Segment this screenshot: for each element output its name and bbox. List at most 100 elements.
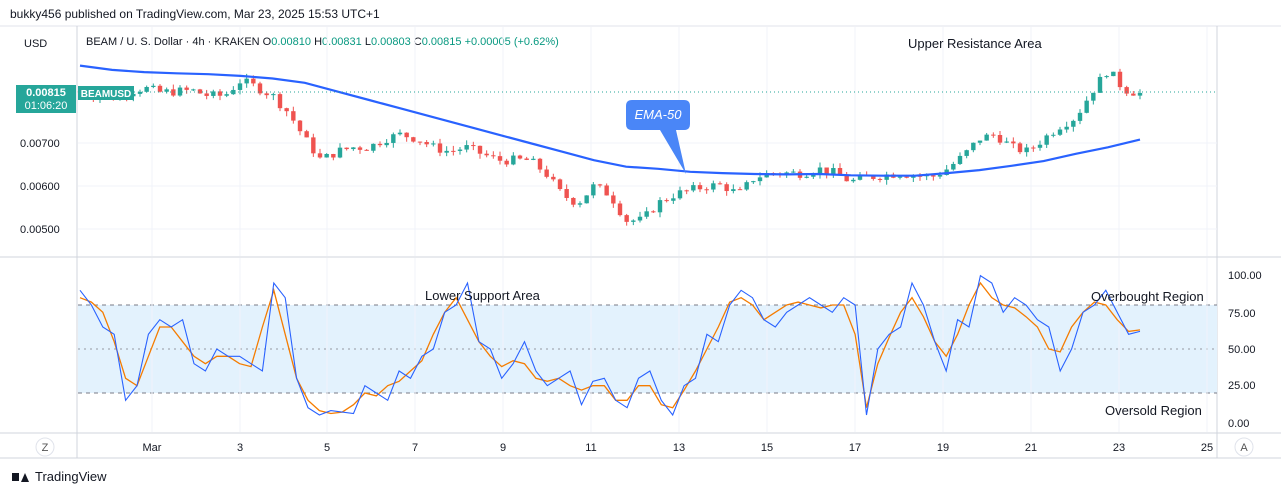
z-button[interactable] bbox=[35, 437, 55, 457]
candle-body bbox=[1097, 76, 1103, 93]
candle-body bbox=[557, 179, 563, 190]
candle-body bbox=[884, 174, 889, 180]
candle-body bbox=[164, 89, 169, 92]
currency-label[interactable]: USD bbox=[24, 38, 48, 50]
price-tick: 0.00600 bbox=[20, 181, 60, 193]
price-tick: 0.00500 bbox=[20, 224, 60, 236]
candle-body bbox=[991, 134, 996, 136]
candle-body bbox=[877, 178, 883, 180]
candle-body bbox=[897, 176, 903, 178]
stoch-tick: 100.00 bbox=[1228, 270, 1262, 282]
ema50-line bbox=[79, 64, 1141, 177]
candle-body bbox=[224, 94, 229, 96]
time-tick: 23 bbox=[1113, 442, 1125, 454]
time-tick: 11 bbox=[585, 442, 596, 454]
candle-body bbox=[284, 108, 289, 112]
candle-body bbox=[717, 183, 723, 185]
stoch-tick: 75.00 bbox=[1228, 308, 1256, 320]
price-tag-price: 0.00815 bbox=[26, 87, 66, 99]
candle-body bbox=[577, 203, 583, 205]
candle-body bbox=[1131, 93, 1136, 96]
time-tick: 3 bbox=[237, 442, 243, 454]
candle-body bbox=[324, 153, 329, 158]
candle-body bbox=[757, 177, 763, 182]
z-button-label[interactable]: Z bbox=[42, 442, 49, 454]
candle-body bbox=[1011, 141, 1016, 144]
candle-body bbox=[217, 91, 223, 96]
candle-body bbox=[964, 150, 969, 156]
candle-body bbox=[957, 155, 963, 164]
candle-body bbox=[264, 93, 269, 96]
candle-body bbox=[491, 155, 496, 157]
candle-body bbox=[724, 184, 729, 192]
footer-brand[interactable]: TradingView bbox=[12, 469, 107, 484]
time-tick: Mar bbox=[143, 442, 162, 454]
stochastic-d-line bbox=[79, 281, 1141, 415]
candle-body bbox=[504, 160, 509, 165]
auto-scale-button[interactable] bbox=[1234, 437, 1254, 457]
candle-body bbox=[1004, 141, 1009, 143]
high-value: 0.00831 bbox=[322, 36, 362, 48]
overbought-label: Overbought Region bbox=[1091, 289, 1204, 304]
candle-body bbox=[351, 147, 356, 150]
candle-body bbox=[984, 134, 989, 141]
symbol-legend[interactable]: BEAM / U. S. Dollar · 4h · KRAKEN O0.008… bbox=[86, 36, 559, 48]
stoch-tick: 25.00 bbox=[1228, 380, 1256, 392]
candle-body bbox=[751, 181, 756, 183]
candle-body bbox=[1051, 134, 1056, 136]
candle-body bbox=[597, 184, 603, 186]
candle-body bbox=[244, 78, 249, 84]
candle-body bbox=[444, 150, 449, 153]
oversold-label: Oversold Region bbox=[1105, 403, 1202, 418]
candle-body bbox=[1064, 126, 1069, 130]
candle-body bbox=[604, 185, 609, 196]
time-axis-labels: Mar 3 5 7 9 11 13 15 17 19 21 23 25 bbox=[143, 442, 1214, 454]
candle-body bbox=[657, 200, 663, 213]
candle-body bbox=[1124, 87, 1129, 94]
lower-support-label: Lower Support Area bbox=[425, 288, 541, 303]
auto-scale-label[interactable]: A bbox=[1240, 442, 1248, 454]
open-value: 0.00810 bbox=[271, 36, 311, 48]
candle-body bbox=[344, 147, 349, 150]
candle-body bbox=[464, 145, 469, 150]
candle-body bbox=[871, 175, 876, 179]
candle-body bbox=[1091, 92, 1096, 101]
candle-body bbox=[191, 89, 196, 91]
candle-body bbox=[624, 215, 629, 222]
time-tick: 13 bbox=[673, 442, 685, 454]
candle-body bbox=[931, 175, 936, 177]
candle-body bbox=[704, 189, 709, 191]
time-tick: 7 bbox=[412, 442, 418, 454]
open-label: O bbox=[262, 36, 272, 48]
candle-body bbox=[537, 158, 543, 170]
time-tick: 19 bbox=[937, 442, 949, 454]
candle-body bbox=[137, 91, 143, 94]
candle-body bbox=[591, 184, 596, 196]
candle-body bbox=[531, 158, 536, 160]
candle-body bbox=[1077, 112, 1083, 121]
high-label: H bbox=[314, 36, 323, 48]
candle-body bbox=[571, 197, 576, 205]
candle-body bbox=[177, 87, 183, 96]
time-tick: 17 bbox=[849, 442, 861, 454]
candle-body bbox=[677, 190, 683, 199]
candle-body bbox=[251, 78, 256, 84]
candle-body bbox=[1044, 135, 1049, 145]
candle-body bbox=[911, 175, 916, 178]
time-tick: 15 bbox=[761, 442, 773, 454]
candle-body bbox=[497, 156, 503, 161]
time-tick: 5 bbox=[324, 442, 330, 454]
candle-body bbox=[697, 185, 703, 190]
ema-callout-label: EMA-50 bbox=[635, 107, 683, 122]
candle-body bbox=[791, 171, 796, 173]
candle-body bbox=[937, 175, 943, 177]
candle-body bbox=[317, 153, 323, 158]
candle-body bbox=[631, 220, 636, 222]
candle-body bbox=[671, 198, 676, 201]
candle-body bbox=[404, 132, 409, 138]
candle-body bbox=[1024, 147, 1029, 153]
candle-body bbox=[204, 93, 209, 96]
candle-body bbox=[144, 86, 149, 92]
candle-body bbox=[544, 169, 549, 177]
